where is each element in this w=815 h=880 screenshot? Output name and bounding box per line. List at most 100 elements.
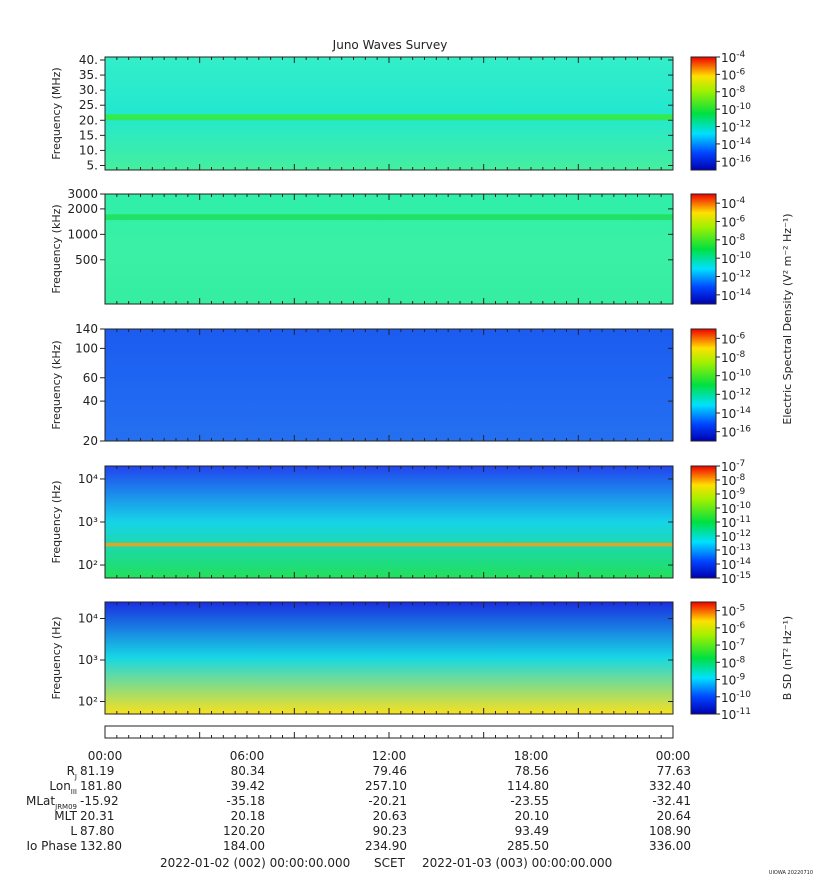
emission-band-p4-0 bbox=[105, 542, 673, 547]
colorbar-tick-label: 10-8 bbox=[721, 350, 746, 365]
colorbar-tick-label: 10-10 bbox=[721, 369, 751, 384]
colorbar-tick-label: 10-8 bbox=[721, 85, 746, 100]
y-axis-label: Frequency (Hz) bbox=[50, 481, 63, 564]
colorbar-p1 bbox=[691, 57, 716, 170]
y-tick-label: 10. bbox=[79, 143, 98, 157]
ephemeris-value: 20.63 bbox=[373, 809, 407, 823]
panel-p3: 20 40 60 100 140 Frequency (kHz) 10-6 10-8 10-10… bbox=[50, 322, 751, 448]
ephemeris-value: 20.10 bbox=[515, 809, 549, 823]
ephemeris-value: 332.40 bbox=[649, 779, 691, 793]
ephemeris-value: 20.64 bbox=[657, 809, 691, 823]
colorbar-frame bbox=[690, 56, 717, 171]
colorbar-frame bbox=[690, 193, 717, 305]
ephemeris-value: 80.34 bbox=[231, 764, 265, 778]
ephemeris-value: 114.80 bbox=[507, 779, 549, 793]
y-tick-label: 30. bbox=[79, 83, 98, 97]
ephemeris-value: 20.31 bbox=[80, 809, 114, 823]
colorbar-tick-label: 10-6 bbox=[721, 67, 746, 82]
y-tick-label: 1000 bbox=[67, 227, 98, 241]
colorbar-p2 bbox=[691, 194, 716, 304]
y-tick-label: 60 bbox=[83, 371, 98, 385]
colorbar-tick-label: 10-8 bbox=[721, 233, 746, 248]
y-axis-label: Frequency (kHz) bbox=[50, 204, 63, 293]
colorbar-tick-label: 10-16 bbox=[721, 425, 751, 440]
ephemeris-value: 120.20 bbox=[223, 824, 265, 838]
ephemeris-value: 108.90 bbox=[649, 824, 691, 838]
spectrogram-p4 bbox=[105, 466, 673, 578]
footer-scet-label: SCET bbox=[374, 856, 406, 870]
spectrogram-p1 bbox=[105, 57, 673, 170]
ephemeris-value: 285.50 bbox=[507, 839, 549, 853]
colorbar-label: Electric Spectral Density (V² m⁻² Hz⁻¹) bbox=[781, 213, 794, 424]
y-tick-label: 10² bbox=[78, 695, 98, 709]
ephemeris-value: 234.90 bbox=[365, 839, 407, 853]
footer-start-time: 2022-01-02 (002) 00:00:00.000 bbox=[160, 856, 350, 870]
ephemeris-value: -35.18 bbox=[226, 794, 265, 808]
ephemeris-value: -20.21 bbox=[368, 794, 407, 808]
colorbar-tick-label: 10-7 bbox=[721, 459, 745, 474]
spectrogram-p2 bbox=[105, 194, 673, 304]
colorbar-tick-label: 10-6 bbox=[721, 331, 746, 346]
y-tick-label: 15. bbox=[79, 128, 98, 142]
ephemeris-value: 132.80 bbox=[80, 839, 122, 853]
time-tick-label: 12:00 bbox=[372, 749, 407, 763]
colorbar-tick-label: 10-16 bbox=[721, 154, 751, 169]
y-tick-label: 5. bbox=[87, 158, 98, 172]
y-axis-label: Frequency (Hz) bbox=[50, 617, 63, 700]
colorbar-tick-label: 10-10 bbox=[721, 251, 751, 266]
ephemeris-value: 77.63 bbox=[657, 764, 691, 778]
colorbar-p4 bbox=[691, 466, 716, 578]
colorbar-tick-label: 10-14 bbox=[721, 406, 751, 421]
colorbar-tick-label: 10-12 bbox=[721, 120, 751, 135]
colorbar-tick-label: 10-14 bbox=[721, 288, 751, 303]
time-tick-label: 18:00 bbox=[514, 749, 549, 763]
colorbar-frame bbox=[690, 601, 717, 715]
colorbar-tick-label: 10-11 bbox=[721, 707, 751, 722]
ephemeris-row-label: Io Phase bbox=[26, 839, 77, 853]
footer-end-time: 2022-01-03 (003) 00:00:00.000 bbox=[422, 856, 612, 870]
colorbar-tick-label: 10-4 bbox=[721, 196, 746, 211]
ephemeris-value: -23.55 bbox=[510, 794, 549, 808]
y-tick-label: 10⁴ bbox=[78, 612, 98, 626]
ephemeris-value: 81.19 bbox=[80, 764, 114, 778]
panel-p5: 10² 10³ 10⁴ Frequency (Hz) 10-5 10-6 10-7 10-8 1… bbox=[50, 601, 794, 722]
colorbar-tick-label: 10-14 bbox=[721, 557, 751, 572]
time-tick-label: 00:00 bbox=[656, 749, 691, 763]
colorbar-tick-label: 10-12 bbox=[721, 387, 751, 402]
time-tick-label: 00:00 bbox=[88, 749, 123, 763]
y-tick-label: 2000 bbox=[67, 202, 98, 216]
ephemeris-value: 39.42 bbox=[231, 779, 265, 793]
ephemeris-value: -15.92 bbox=[80, 794, 119, 808]
colorbar-tick-label: 10-11 bbox=[721, 515, 751, 530]
emission-band-p1-0 bbox=[105, 114, 673, 121]
colorbar-tick-label: 10-9 bbox=[721, 487, 746, 502]
y-tick-label: 3000 bbox=[67, 187, 98, 201]
ephemeris-value: -32.41 bbox=[652, 794, 691, 808]
panel-p1: 5.10.15.20.25.30.35.40. Frequency (MHz) 10… bbox=[50, 50, 751, 172]
colorbar-tick-label: 10-5 bbox=[721, 604, 745, 619]
y-tick-label: 35. bbox=[79, 68, 98, 82]
y-tick-label: 20. bbox=[79, 113, 98, 127]
colorbar-tick-label: 10-4 bbox=[721, 50, 746, 65]
figure-title: Juno Waves Survey bbox=[332, 38, 448, 52]
ephemeris-value: 181.80 bbox=[80, 779, 122, 793]
time-tick-label: 06:00 bbox=[230, 749, 265, 763]
y-tick-label: 20 bbox=[83, 434, 98, 448]
colorbar-tick-label: 10-12 bbox=[721, 270, 751, 285]
ephemeris-value: 78.56 bbox=[515, 764, 549, 778]
y-tick-label: 10² bbox=[78, 558, 98, 572]
colorbar-p5 bbox=[691, 602, 716, 714]
colorbar-tick-label: 10-7 bbox=[721, 638, 745, 653]
colorbar-tick-label: 10-9 bbox=[721, 673, 746, 688]
ephemeris-value: 90.23 bbox=[373, 824, 407, 838]
colorbar-label: B SD (nT² Hz⁻¹) bbox=[781, 616, 794, 700]
y-tick-label: 40. bbox=[79, 53, 98, 67]
colorbar-tick-label: 10-13 bbox=[721, 543, 751, 558]
y-tick-label: 10³ bbox=[78, 515, 98, 529]
colorbar-tick-label: 10-8 bbox=[721, 655, 746, 670]
colorbar-tick-label: 10-8 bbox=[721, 473, 746, 488]
colorbar-tick-label: 10-10 bbox=[721, 102, 751, 117]
ephemeris-value: 93.49 bbox=[515, 824, 549, 838]
